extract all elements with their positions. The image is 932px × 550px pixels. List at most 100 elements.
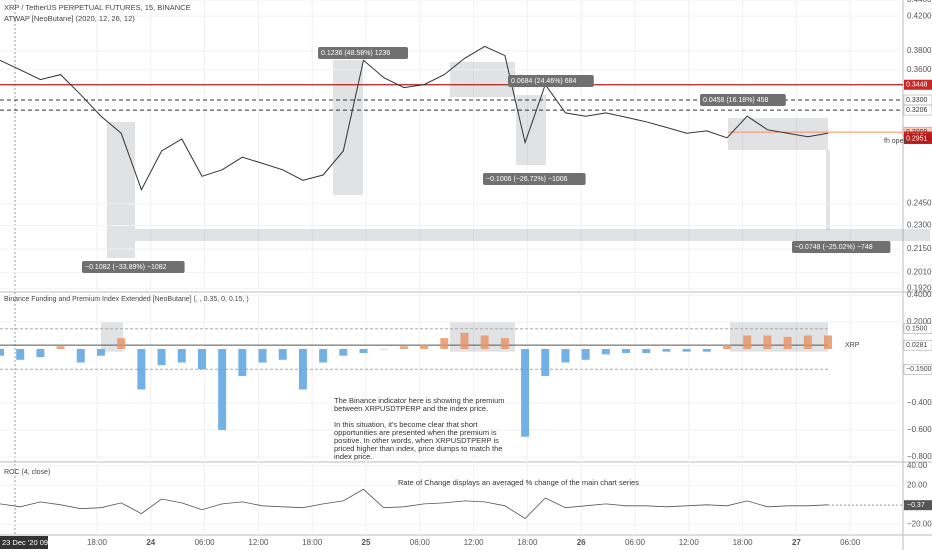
pane-title: Binance Funding and Premium Index Extend… (4, 296, 249, 303)
premium-bar (662, 348, 671, 352)
price-badge (904, 133, 932, 144)
measure-box (333, 60, 363, 195)
price-label: 0.2951 (906, 136, 928, 143)
annotation: −0.0748 (−25.02%) −748 (795, 244, 873, 251)
annotation: 0.0458 (16.18%) 458 (703, 97, 768, 104)
x-tick-label: 24 (146, 538, 155, 547)
measure-box (826, 150, 830, 230)
y-tick-label: 40.00 (907, 461, 928, 470)
premium-bar (500, 338, 509, 349)
measure-box (450, 62, 515, 97)
chart-subtitle: ATWAP [NeoButane] (2020, 12, 26, 12) (4, 14, 135, 23)
premium-bar (16, 348, 25, 360)
premium-bar (723, 344, 732, 349)
premium-bar (783, 336, 792, 349)
y-tick-label: 0.2450 (907, 199, 932, 208)
roc-last-label: −0.37 (907, 502, 925, 509)
x-tick-label: 12:00 (679, 538, 700, 547)
premium-bar (197, 348, 206, 370)
premium-bar (763, 335, 772, 349)
note: index price. (334, 452, 372, 461)
measure-box (516, 95, 546, 165)
premium-bar (622, 348, 631, 354)
premium-bar (157, 348, 166, 366)
price-badge (904, 79, 932, 90)
x-tick-label: 06:00 (840, 538, 861, 547)
y-tick-label: 0.3800 (907, 46, 932, 55)
premium-bar (137, 348, 146, 390)
y-tick-label: 0.2010 (907, 268, 932, 277)
premium-bar (561, 348, 570, 363)
premium-bar (480, 335, 489, 349)
note: positive. In other words, when XRPUSDTPE… (334, 436, 499, 445)
x-tick-label: 18:00 (87, 538, 108, 547)
premium-bar (601, 348, 610, 355)
x-tick-label: 18:00 (733, 538, 754, 547)
annotation-box (700, 94, 786, 106)
note: priced higher than index, price dumps to… (334, 444, 502, 453)
annotation: −0.1006 (−26.72%) −1006 (486, 176, 568, 183)
premium-bar (581, 348, 590, 360)
annotation-box (792, 241, 891, 253)
premium-bar (339, 348, 348, 356)
annotation-box (318, 47, 408, 59)
premium-bar (319, 348, 328, 363)
y-tick-label: 0.4400 (907, 0, 932, 4)
x-tick-label: 18:00 (517, 538, 538, 547)
annotation-box (82, 261, 185, 273)
level-badge (903, 323, 932, 334)
premium-bar (0, 348, 4, 356)
annotation: 0.1236 (48.58%) 1236 (321, 50, 390, 57)
premium-bar (258, 348, 267, 363)
premium-bar (177, 348, 186, 363)
annotation-box (508, 75, 594, 87)
cursor-badge (0, 536, 48, 549)
y-tick-label: 0.2150 (907, 244, 932, 253)
y-tick-label: 0.3600 (907, 65, 932, 74)
annotation-box (483, 173, 586, 185)
roc-line (0, 488, 829, 520)
roc-badge (904, 500, 932, 511)
cursor-label: 23 Dec '20 09:00 (2, 538, 58, 547)
premium-bar (460, 332, 469, 349)
y-tick-label: 0.1920 (907, 283, 932, 292)
price-label: 0.3206 (906, 107, 928, 114)
premium-bar (743, 335, 752, 349)
x-tick-label: 27 (792, 538, 801, 547)
premium-bar (420, 344, 429, 349)
premium-bar (440, 338, 449, 349)
premium-bar (238, 348, 247, 376)
premium-bar (117, 338, 126, 349)
annotation: −0.1082 (−33.89%) −1082 (85, 264, 167, 271)
premium-bar (76, 348, 85, 363)
premium-bar (298, 348, 307, 390)
y-tick-label: 0.2000 (907, 317, 932, 326)
premium-bar (379, 348, 388, 350)
premium-bar (803, 335, 812, 349)
x-tick-label: 18:00 (302, 538, 323, 547)
premium-bar (278, 348, 287, 360)
measure-box (135, 229, 930, 241)
x-tick-label: 06:00 (410, 538, 431, 547)
x-tick-label: 25 (362, 538, 371, 547)
premium-bar (521, 348, 530, 437)
level-badge (903, 363, 932, 375)
premium-bar (359, 348, 368, 354)
y-tick-label: 20.00 (907, 480, 928, 489)
premium-bar (541, 348, 550, 376)
y-tick-label: 0.4000 (907, 290, 932, 299)
x-tick-label: 26 (577, 538, 586, 547)
premium-bar (642, 348, 651, 354)
note: The Binance indicator here is showing th… (334, 396, 505, 405)
measure-box (728, 118, 828, 150)
premium-bar (218, 348, 227, 430)
note: between XRPUSDTPERP and the index price. (334, 404, 488, 413)
measure-box (107, 122, 135, 258)
note: In this situation, it's become clear tha… (334, 420, 479, 429)
annotation: fh open (884, 138, 907, 145)
premium-bar (96, 348, 105, 356)
y-tick-label: −20.00 (907, 519, 932, 528)
